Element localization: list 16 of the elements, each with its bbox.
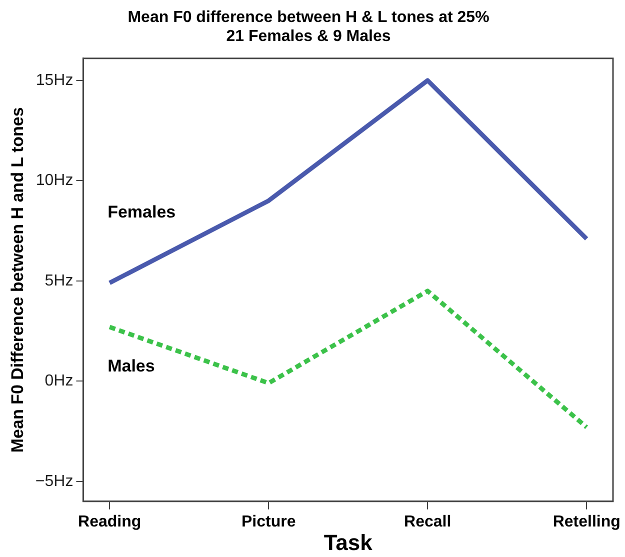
series-label: Females: [108, 202, 176, 222]
y-tick-label: 0Hz: [44, 372, 74, 390]
x-tick-label: Picture: [241, 513, 296, 530]
x-axis-title: Task: [324, 530, 374, 555]
y-tick-label: 5Hz: [44, 272, 74, 290]
chart-title: Mean F0 difference between H & L tones at 25%: [128, 9, 490, 26]
chart-subtitle: 21 Females & 9 Males: [226, 28, 391, 46]
line-series: [107, 288, 589, 430]
x-tick-label: Recall: [404, 513, 452, 530]
x-tick-label: Retelling: [552, 513, 620, 530]
x-tick-label: Reading: [78, 513, 142, 530]
y-tick-label: 15Hz: [36, 72, 74, 89]
series-label: Males: [108, 356, 155, 376]
y-tick-label: 10Hz: [36, 172, 74, 190]
y-tick-label: −5Hz: [35, 472, 74, 490]
y-axis-title: Mean F0 Difference between H and L tones: [8, 107, 27, 453]
